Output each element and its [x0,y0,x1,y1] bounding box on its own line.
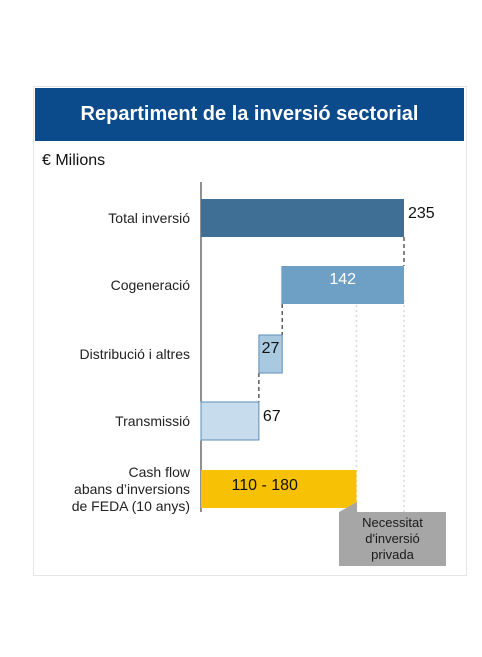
callout-pointer [339,502,357,512]
bar-4 [201,470,357,508]
bar-3 [200,401,260,441]
bar-1 [281,266,404,304]
category-label: Cash flow [129,464,191,480]
category-label: Cogeneració [111,277,191,293]
private-investment-callout: Necessitat d'inversió privada [339,512,446,566]
category-label: de FEDA (10 anys) [72,498,190,514]
callout-line-3: privada [371,547,414,562]
category-label: Distribució i altres [80,346,190,362]
category-label: Transmissió [115,413,190,429]
callout-line-1: Necessitat [362,515,423,530]
category-label: abans d’inversions [74,481,190,497]
value-label: 67 [263,408,281,425]
category-label: Total inversió [108,210,190,226]
bar-0 [201,199,404,237]
unit-label: € Milions [42,152,106,169]
callout-line-2: d'inversió [365,531,420,546]
value-label: 27 [262,340,280,357]
value-label: 235 [408,205,435,222]
callout-text: Necessitat d'inversió privada [362,515,423,563]
bar-2 [258,334,283,374]
value-label: 110 - 180 [232,477,299,494]
chart-title: Repartiment de la inversió sectorial [35,88,464,141]
value-label: 142 [329,271,356,288]
